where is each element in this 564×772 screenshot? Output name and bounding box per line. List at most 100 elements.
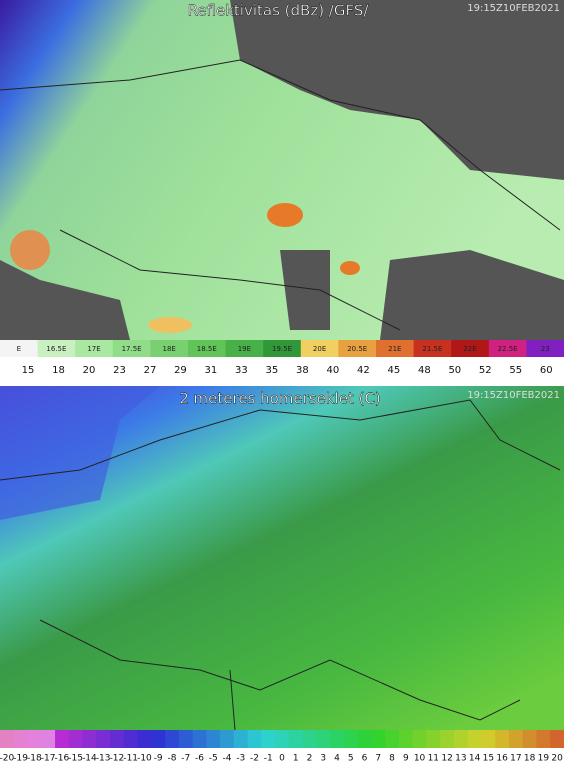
colorbar-cell: [338, 340, 377, 357]
scale-label: 10: [414, 754, 426, 764]
scale-label: -13: [96, 754, 111, 764]
colorbar-cell: [151, 730, 166, 748]
echo-cell: [148, 317, 192, 333]
colorbar-cell: [263, 340, 302, 357]
colorbar-cell: [220, 730, 235, 748]
colorbar-cell: [123, 730, 139, 748]
scale-label: -3: [236, 754, 245, 764]
border: [0, 399, 561, 731]
colorbar-cell: [41, 730, 56, 748]
colorbar-cell: [37, 340, 76, 357]
scale-label: 38: [296, 365, 309, 376]
colorbar-cell: [426, 730, 441, 748]
scale-label: 50: [448, 365, 461, 376]
scale-label: -5: [209, 754, 218, 764]
scale-label: 52: [479, 365, 492, 376]
colorbar-label: 21.5E: [422, 345, 442, 353]
colorbar-cell: [371, 730, 386, 748]
colorbar-cell: [550, 730, 564, 748]
no-echo-area: [380, 250, 564, 340]
scale-label: -9: [154, 754, 163, 764]
colorbar-cell: [112, 340, 151, 357]
no-echo-area: [230, 0, 564, 180]
scale-label: 35: [266, 365, 279, 376]
colorbar-cell: [27, 730, 42, 748]
scale-label: 42: [357, 365, 370, 376]
colorbar-cell: [178, 730, 194, 748]
scale-label: 18: [524, 754, 536, 764]
colorbar-cell: [440, 730, 455, 748]
colorbar-cell: [343, 730, 359, 748]
scale-label: 7: [375, 754, 381, 764]
scale-label: 5: [348, 754, 354, 764]
scale-label: 14: [469, 754, 481, 764]
colorbar-cell: [96, 730, 111, 748]
colorbar-label: 21E: [388, 345, 401, 353]
scale-label: 15: [483, 754, 494, 764]
scale-label: 13: [455, 754, 466, 764]
echo-cell: [267, 203, 303, 227]
scale-label: 9: [403, 754, 409, 764]
no-echo-area: [0, 260, 130, 340]
cold-area: [0, 386, 160, 520]
scale-label: 48: [418, 365, 431, 376]
scale-label: -14: [82, 754, 97, 764]
colorbar-cell: [357, 730, 372, 748]
scale-label: -15: [68, 754, 83, 764]
scale-label: -11: [123, 754, 138, 764]
scale-label: -2: [250, 754, 259, 764]
scale-label: -10: [137, 754, 152, 764]
scale-label: 15: [22, 365, 35, 376]
colorbar-label: 19.5E: [272, 345, 292, 353]
scale-label: 8: [389, 754, 395, 764]
colorbar-label: 20.5E: [347, 345, 367, 353]
scale-label: 40: [326, 365, 339, 376]
scale-label: 20: [551, 754, 563, 764]
scale-label: 60: [540, 365, 553, 376]
colorbar-label: 22E: [463, 345, 476, 353]
scale-label: -18: [27, 754, 42, 764]
title: Reflektivitas (dBz) /GFS/: [188, 2, 370, 20]
scale-label: -17: [41, 754, 56, 764]
colorbar-cell: [288, 730, 304, 748]
scale-label: -4: [222, 754, 231, 764]
colorbar-label: 18.5E: [197, 345, 217, 353]
colorbar-cell: [481, 730, 496, 748]
scale-label: 6: [362, 754, 368, 764]
scale-label: -20: [0, 754, 15, 764]
echo-cell: [340, 261, 360, 275]
colorbar-cell: [522, 730, 537, 748]
scale-label: 20: [83, 365, 96, 376]
scale-label: 29: [174, 365, 187, 376]
scale-label: 4: [334, 754, 340, 764]
colorbar-label: 22.5E: [498, 345, 518, 353]
scale-label: -19: [13, 754, 28, 764]
colorbar-cell: [188, 340, 227, 357]
scale-label: 16: [496, 754, 508, 764]
scale-label: -6: [195, 754, 204, 764]
scale-label: 19: [538, 754, 550, 764]
colorbar: E 16.5E 17E 17.5E 18E 18.5E 19E 19.5E 20E 20.5E 21…: [0, 340, 564, 376]
colorbar-cell: [275, 730, 290, 748]
colorbar-cell: [536, 730, 551, 748]
colorbar-cell: [225, 340, 264, 357]
colorbar-cell: [165, 730, 180, 748]
scale-label: 2: [307, 754, 313, 764]
colorbar-cell: [261, 730, 276, 748]
colorbar-label: 16.5E: [46, 345, 66, 353]
timestamp: 19:15Z10FEB2021: [467, 3, 560, 14]
colorbar-cell: [316, 730, 331, 748]
colorbar-label: 18E: [163, 345, 176, 353]
colorbar-cell: [206, 730, 221, 748]
scale-label: 3: [320, 754, 326, 764]
scale-label: 45: [387, 365, 400, 376]
colorbar-label: 23: [541, 345, 550, 353]
colorbar-cell: [398, 730, 414, 748]
colorbar-cell: [302, 730, 317, 748]
scale-label: 33: [235, 365, 248, 376]
colorbar-cell: [0, 730, 15, 748]
colorbar-label: 17.5E: [122, 345, 142, 353]
colorbar-cell: [488, 340, 527, 357]
scale-label: -7: [181, 754, 190, 764]
colorbar-cell: [137, 730, 152, 748]
